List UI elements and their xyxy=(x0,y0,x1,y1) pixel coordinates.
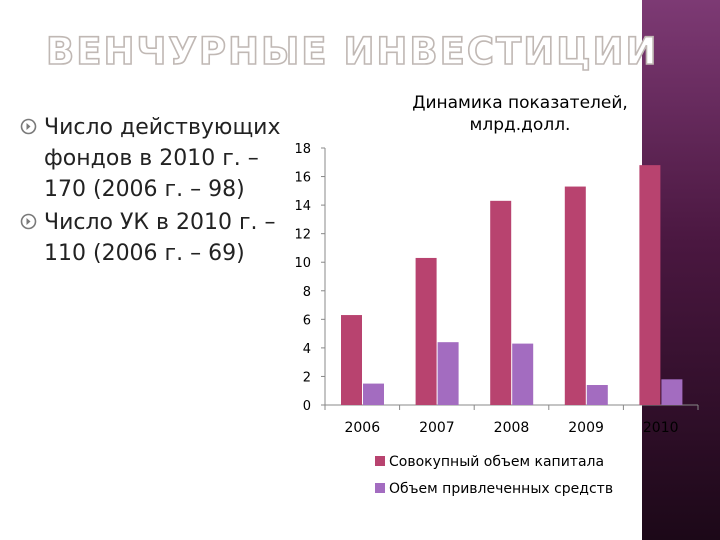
bullet-item-funds: Число действующих фондов в 2010 г. – 170… xyxy=(20,112,282,205)
bar-total-capital-2009 xyxy=(564,186,586,405)
bar-total-capital-2010 xyxy=(639,165,661,405)
circle-arrow-bullet-icon xyxy=(20,118,37,135)
legend-swatch xyxy=(375,483,385,493)
bar-total-capital-2006 xyxy=(341,315,362,405)
bar-total-capital-2008 xyxy=(490,200,512,405)
legend-label: Совокупный объем капитала xyxy=(389,454,604,470)
bullet-text-management-companies: Число УК в 2010 г. – 110 (2006 г. – 69) xyxy=(44,210,276,266)
x-tick-label: 2006 xyxy=(344,420,380,436)
x-tick-label: 2009 xyxy=(568,420,604,436)
bullet-list: Число действующих фондов в 2010 г. – 170… xyxy=(20,112,282,271)
bar-raised-funds-2010 xyxy=(661,379,683,405)
bar-raised-funds-2008 xyxy=(512,343,534,405)
bar-raised-funds-2007 xyxy=(437,342,459,405)
y-tick-label: 16 xyxy=(294,171,311,186)
chart-title: Динамика показателей, млрд.долл. xyxy=(412,93,628,135)
bar-chart: Динамика показателей, млрд.долл. 0 2 4 6 8 10 12… xyxy=(294,93,699,497)
y-tick-label: 10 xyxy=(294,256,311,271)
bar-total-capital-2007 xyxy=(415,257,437,405)
y-tick-label: 12 xyxy=(294,228,311,243)
bar-raised-funds-2006 xyxy=(363,383,384,405)
y-tick-label: 4 xyxy=(303,342,311,357)
legend-label: Объем привлеченных средств xyxy=(389,481,613,497)
slide-title: ВЕНЧУРНЫЕ ИНВЕСТИЦИИ xyxy=(45,29,659,74)
x-tick-label: 2008 xyxy=(494,420,530,436)
y-tick-label: 18 xyxy=(294,142,311,157)
legend-swatch xyxy=(375,456,385,466)
x-tick-label: 2010 xyxy=(643,420,679,436)
y-tick-label: 8 xyxy=(303,285,311,300)
bullet-text-funds: Число действующих фондов в 2010 г. – 170… xyxy=(44,115,281,202)
y-tick-label: 14 xyxy=(294,199,311,214)
x-tick-label: 2007 xyxy=(419,420,455,436)
y-tick-label: 0 xyxy=(303,399,311,414)
bullet-item-management-companies: Число УК в 2010 г. – 110 (2006 г. – 69) xyxy=(20,207,282,269)
bar-raised-funds-2009 xyxy=(586,385,608,405)
circle-arrow-bullet-icon xyxy=(20,213,37,230)
y-tick-label: 2 xyxy=(303,370,311,385)
y-tick-label: 6 xyxy=(303,313,311,328)
